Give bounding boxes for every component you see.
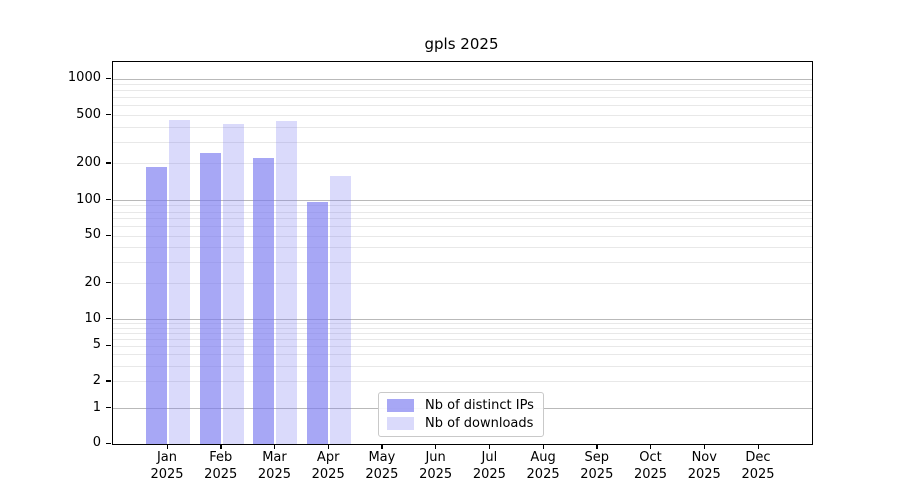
- gridline-minor: [113, 365, 812, 367]
- legend-item-downloads: Nb of downloads: [387, 416, 535, 431]
- y-tick-label: 1000: [67, 70, 101, 85]
- bar-downloads-feb: [222, 123, 244, 444]
- y-tick-label: 10: [84, 310, 101, 326]
- gridline-minor: [113, 105, 812, 107]
- y-tick-label: 5: [92, 337, 101, 353]
- gridline-minor: [113, 262, 812, 264]
- gridline-minor: [113, 226, 812, 228]
- y-tick-mark: [106, 77, 111, 79]
- gridline-minor: [113, 283, 812, 285]
- x-tick-label-jul: Jul 2025: [472, 450, 506, 482]
- bar-distinct-ips-apr: [307, 202, 329, 444]
- x-tick-label-dec: Dec 2025: [741, 450, 775, 482]
- x-tick-label-oct: Oct 2025: [633, 450, 668, 482]
- x-tick-label-jun: Jun 2025: [419, 450, 453, 482]
- gridline-minor: [113, 332, 812, 334]
- gridline-minor: [113, 235, 812, 237]
- gridline-major: [113, 78, 812, 80]
- y-tick-label: 0: [92, 435, 101, 450]
- y-tick-label: 100: [76, 191, 101, 207]
- y-tick-mark: [106, 114, 111, 116]
- bar-downloads-apr: [330, 175, 352, 444]
- legend-swatch-downloads: [387, 417, 414, 431]
- y-tick-mark: [106, 344, 111, 347]
- bar-distinct-ips-mar: [253, 157, 275, 444]
- gridline-minor: [113, 381, 812, 383]
- x-tick-label-may: May 2025: [365, 450, 399, 482]
- gridline-minor: [113, 247, 812, 249]
- gridline-minor: [113, 323, 812, 325]
- y-tick-label: 200: [76, 154, 101, 170]
- gridline-minor: [113, 84, 812, 86]
- gridline-minor: [113, 126, 812, 128]
- x-tick-label-nov: Nov 2025: [687, 450, 721, 482]
- gridline-minor: [113, 345, 812, 347]
- y-tick-mark: [106, 380, 111, 382]
- gridline-major: [113, 200, 812, 201]
- gridline-minor: [113, 218, 812, 220]
- gridline-minor: [113, 97, 812, 99]
- y-tick-label: 50: [84, 227, 101, 243]
- bar-downloads-jan: [169, 119, 190, 444]
- gridline-minor: [113, 327, 812, 329]
- x-tick-label-aug: Aug 2025: [526, 450, 560, 482]
- y-tick-mark: [106, 282, 111, 284]
- bar-downloads-mar: [276, 120, 298, 444]
- y-tick-mark: [106, 318, 111, 320]
- y-tick-label: 2: [92, 372, 101, 388]
- y-tick-label: 500: [76, 106, 101, 122]
- bar-distinct-ips-feb: [199, 153, 221, 444]
- gridline-minor: [113, 163, 812, 165]
- gridline-minor: [113, 142, 812, 144]
- chart-title: gpls 2025: [424, 35, 499, 53]
- legend-item-distinct-ips: Nb of distinct IPs: [387, 398, 535, 413]
- gridline-minor: [113, 338, 812, 340]
- gridline-minor: [113, 354, 812, 356]
- legend-label-downloads: Nb of downloads: [425, 416, 534, 432]
- plot-area: [112, 61, 813, 445]
- legend-label-distinct-ips: Nb of distinct IPs: [425, 397, 534, 413]
- gridline-minor: [113, 205, 812, 207]
- gridline-minor: [113, 115, 812, 117]
- x-tick-label-mar: Mar 2025: [257, 450, 291, 482]
- legend: Nb of distinct IPs Nb of downloads: [378, 392, 544, 437]
- y-tick-mark: [106, 234, 111, 237]
- bar-distinct-ips-jan: [146, 167, 167, 444]
- y-tick-mark: [106, 442, 111, 444]
- legend-swatch-distinct-ips: [387, 398, 414, 412]
- gridline-minor: [113, 90, 812, 92]
- x-tick-label-jan: Jan 2025: [150, 450, 184, 482]
- x-tick-label-feb: Feb 2025: [204, 450, 238, 482]
- y-tick-mark: [106, 199, 111, 201]
- x-tick-label-sep: Sep 2025: [580, 450, 614, 482]
- gridline-minor: [113, 211, 812, 213]
- gridline-major: [113, 319, 812, 320]
- y-tick-mark: [106, 162, 111, 164]
- y-tick-label: 20: [84, 274, 101, 290]
- y-tick-mark: [106, 407, 111, 409]
- y-tick-label: 1: [92, 399, 101, 415]
- x-tick-label-apr: Apr 2025: [311, 450, 345, 482]
